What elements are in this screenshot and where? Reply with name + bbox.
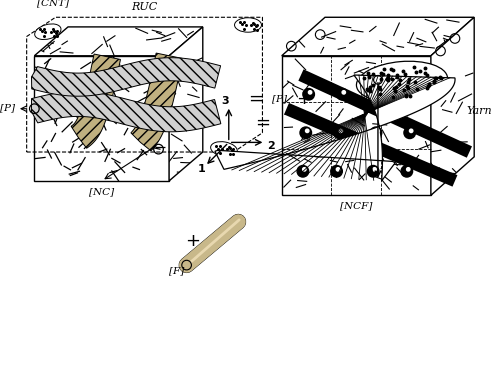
Circle shape <box>412 90 416 95</box>
Text: +: + <box>184 232 200 250</box>
Circle shape <box>336 167 340 172</box>
Circle shape <box>305 128 310 133</box>
Circle shape <box>408 128 414 133</box>
Circle shape <box>342 90 346 95</box>
Circle shape <box>182 260 192 270</box>
Ellipse shape <box>210 142 238 157</box>
Polygon shape <box>32 58 220 96</box>
Text: [F]: [F] <box>170 266 184 275</box>
Circle shape <box>401 165 412 177</box>
Polygon shape <box>34 27 203 56</box>
Circle shape <box>303 88 314 100</box>
Circle shape <box>375 128 380 133</box>
Circle shape <box>372 167 377 172</box>
Polygon shape <box>431 17 474 195</box>
Text: 2: 2 <box>268 141 275 151</box>
Text: +: + <box>296 90 312 108</box>
Circle shape <box>336 88 348 100</box>
Ellipse shape <box>234 18 262 32</box>
Circle shape <box>331 165 342 177</box>
Polygon shape <box>131 53 182 151</box>
Circle shape <box>378 90 383 95</box>
Circle shape <box>370 127 382 139</box>
Polygon shape <box>169 27 203 181</box>
Text: [P]: [P] <box>272 95 287 103</box>
Circle shape <box>404 127 415 139</box>
Text: RUC: RUC <box>131 2 157 11</box>
Circle shape <box>297 165 308 177</box>
Circle shape <box>406 167 410 172</box>
Circle shape <box>302 167 306 172</box>
Polygon shape <box>282 56 431 195</box>
Polygon shape <box>32 92 221 132</box>
Circle shape <box>334 127 345 139</box>
Circle shape <box>407 88 418 100</box>
Circle shape <box>308 90 312 95</box>
Text: 3: 3 <box>221 96 228 106</box>
Text: [NCF]: [NCF] <box>340 201 372 210</box>
Text: [CNT]: [CNT] <box>37 0 69 8</box>
Polygon shape <box>34 56 169 181</box>
Polygon shape <box>282 17 474 56</box>
Text: 1: 1 <box>198 164 205 174</box>
Ellipse shape <box>34 24 61 39</box>
Text: =: = <box>248 90 263 108</box>
Text: =: = <box>255 114 270 132</box>
Text: [NC]: [NC] <box>89 187 114 196</box>
Polygon shape <box>71 54 120 148</box>
Text: Yarn: Yarn <box>466 106 492 116</box>
Circle shape <box>373 88 384 100</box>
Ellipse shape <box>356 61 448 102</box>
Polygon shape <box>215 75 455 181</box>
Circle shape <box>300 127 312 139</box>
Circle shape <box>338 128 344 133</box>
Text: [P]: [P] <box>0 103 15 112</box>
Circle shape <box>368 165 379 177</box>
